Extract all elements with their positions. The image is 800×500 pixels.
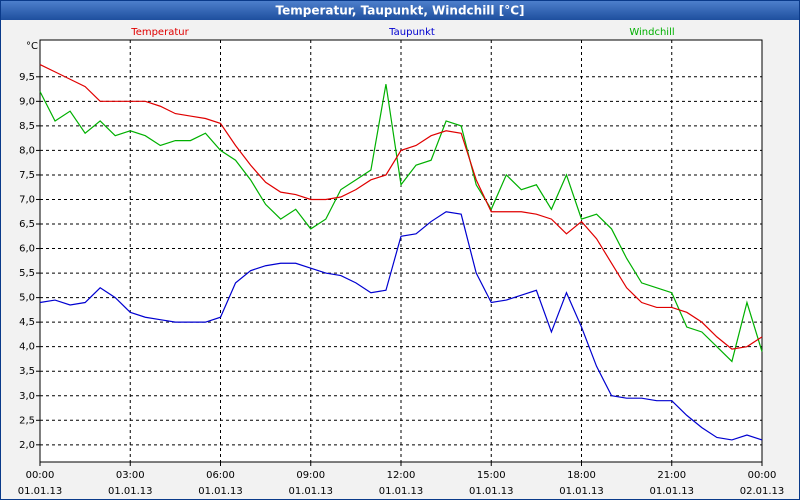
y-tick-label: 8,0 xyxy=(19,145,35,156)
y-tick-label: 9,0 xyxy=(19,96,35,107)
chart-title: Temperatur, Taupunkt, Windchill [°C] xyxy=(276,4,525,18)
y-tick-label: 6,0 xyxy=(19,244,35,255)
series-line xyxy=(39,84,763,363)
y-tick-label: 2,5 xyxy=(19,415,35,426)
y-tick-label: 9,5 xyxy=(19,72,35,83)
y-tick-label: 3,5 xyxy=(19,366,35,377)
y-tick-label: 2,0 xyxy=(19,440,35,451)
y-tick-label: 4,0 xyxy=(19,342,35,353)
y-tick-label: 7,5 xyxy=(19,170,35,181)
series-line xyxy=(39,63,763,350)
x-tick-date: 01.01.13 xyxy=(18,486,63,497)
y-unit: °C xyxy=(26,41,38,52)
legend-label: Windchill xyxy=(629,27,674,38)
x-tick-date: 01.01.13 xyxy=(649,486,694,497)
x-tick-label: 06:00 xyxy=(206,470,235,481)
x-tick-label: 00:00 xyxy=(26,470,55,481)
x-tick-label: 15:00 xyxy=(477,470,506,481)
legend-label: Temperatur xyxy=(130,27,189,38)
x-tick-label: 00:00 xyxy=(748,470,777,481)
x-tick-label: 09:00 xyxy=(296,470,325,481)
x-tick-date: 01.01.13 xyxy=(288,486,333,497)
x-tick-label: 18:00 xyxy=(567,470,596,481)
y-tick-label: 3,0 xyxy=(19,391,35,402)
x-tick-date: 01.01.13 xyxy=(559,486,604,497)
y-tick-label: 4,5 xyxy=(19,317,35,328)
title-bar xyxy=(1,1,799,20)
x-tick-label: 12:00 xyxy=(387,470,416,481)
y-tick-label: 5,0 xyxy=(19,293,35,304)
y-tick-label: 7,0 xyxy=(19,194,35,205)
x-tick-date: 01.01.13 xyxy=(108,486,153,497)
y-tick-label: 6,5 xyxy=(19,219,35,230)
legend-label: Taupunkt xyxy=(388,27,435,38)
series-line xyxy=(39,211,763,441)
x-tick-date: 02.01.13 xyxy=(740,486,785,497)
x-tick-label: 21:00 xyxy=(657,470,686,481)
x-tick-date: 01.01.13 xyxy=(469,486,514,497)
y-tick-label: 5,5 xyxy=(19,268,35,279)
y-tick-label: 8,5 xyxy=(19,121,35,132)
x-tick-label: 03:00 xyxy=(116,470,145,481)
x-tick-date: 01.01.13 xyxy=(379,486,424,497)
x-tick-date: 01.01.13 xyxy=(198,486,243,497)
